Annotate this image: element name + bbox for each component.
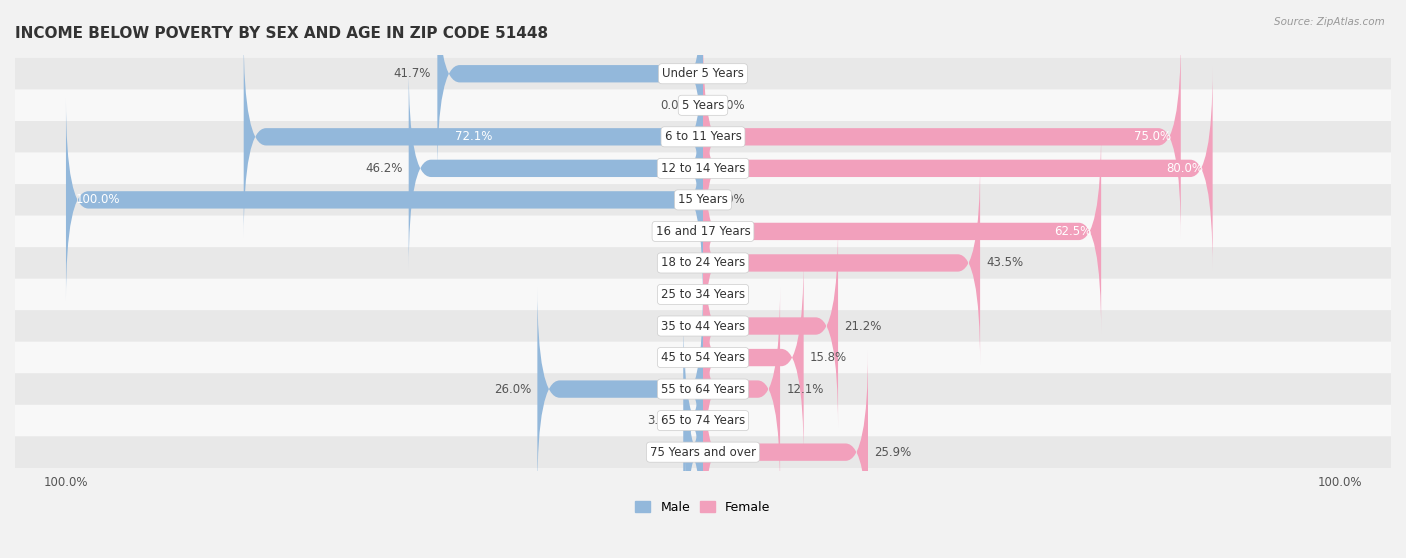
FancyBboxPatch shape xyxy=(15,436,1391,468)
Text: 0.0%: 0.0% xyxy=(716,194,745,206)
FancyBboxPatch shape xyxy=(681,350,707,554)
FancyBboxPatch shape xyxy=(15,89,1391,121)
FancyBboxPatch shape xyxy=(703,350,868,554)
Text: 2.8%: 2.8% xyxy=(650,446,679,459)
FancyBboxPatch shape xyxy=(703,66,1212,270)
FancyBboxPatch shape xyxy=(409,66,703,270)
Text: 41.7%: 41.7% xyxy=(394,68,432,80)
Text: 0.0%: 0.0% xyxy=(661,288,690,301)
Text: 25.9%: 25.9% xyxy=(875,446,911,459)
FancyBboxPatch shape xyxy=(703,256,804,459)
Text: INCOME BELOW POVERTY BY SEX AND AGE IN ZIP CODE 51448: INCOME BELOW POVERTY BY SEX AND AGE IN Z… xyxy=(15,26,548,41)
FancyBboxPatch shape xyxy=(15,58,1391,89)
FancyBboxPatch shape xyxy=(15,310,1391,342)
Text: 62.5%: 62.5% xyxy=(1054,225,1091,238)
Text: 15.8%: 15.8% xyxy=(810,351,848,364)
Text: 12.1%: 12.1% xyxy=(786,383,824,396)
Text: 55 to 64 Years: 55 to 64 Years xyxy=(661,383,745,396)
Text: 0.0%: 0.0% xyxy=(661,99,690,112)
Text: 0.0%: 0.0% xyxy=(661,257,690,270)
FancyBboxPatch shape xyxy=(66,98,703,301)
Text: 35 to 44 Years: 35 to 44 Years xyxy=(661,320,745,333)
Text: 65 to 74 Years: 65 to 74 Years xyxy=(661,414,745,427)
FancyBboxPatch shape xyxy=(243,35,703,238)
Text: 3.1%: 3.1% xyxy=(647,414,676,427)
Text: 46.2%: 46.2% xyxy=(366,162,402,175)
FancyBboxPatch shape xyxy=(15,278,1391,310)
Text: 0.0%: 0.0% xyxy=(716,99,745,112)
Text: 5 Years: 5 Years xyxy=(682,99,724,112)
FancyBboxPatch shape xyxy=(15,405,1391,436)
FancyBboxPatch shape xyxy=(703,129,1101,333)
Text: 25 to 34 Years: 25 to 34 Years xyxy=(661,288,745,301)
Text: 43.5%: 43.5% xyxy=(987,257,1024,270)
Text: 26.0%: 26.0% xyxy=(494,383,531,396)
Text: 0.0%: 0.0% xyxy=(661,351,690,364)
FancyBboxPatch shape xyxy=(703,35,1181,238)
FancyBboxPatch shape xyxy=(15,215,1391,247)
Text: 0.0%: 0.0% xyxy=(716,414,745,427)
Text: 0.0%: 0.0% xyxy=(661,225,690,238)
Text: 6 to 11 Years: 6 to 11 Years xyxy=(665,131,741,143)
FancyBboxPatch shape xyxy=(15,184,1391,215)
Text: Source: ZipAtlas.com: Source: ZipAtlas.com xyxy=(1274,17,1385,27)
FancyBboxPatch shape xyxy=(703,161,980,364)
FancyBboxPatch shape xyxy=(15,247,1391,278)
FancyBboxPatch shape xyxy=(15,373,1391,405)
Text: 72.1%: 72.1% xyxy=(454,131,492,143)
Text: 15 Years: 15 Years xyxy=(678,194,728,206)
Text: Under 5 Years: Under 5 Years xyxy=(662,68,744,80)
FancyBboxPatch shape xyxy=(703,287,780,491)
FancyBboxPatch shape xyxy=(537,287,703,491)
Text: 80.0%: 80.0% xyxy=(1166,162,1204,175)
Text: 21.2%: 21.2% xyxy=(845,320,882,333)
FancyBboxPatch shape xyxy=(15,342,1391,373)
Text: 100.0%: 100.0% xyxy=(76,194,120,206)
FancyBboxPatch shape xyxy=(437,0,703,175)
FancyBboxPatch shape xyxy=(15,152,1391,184)
Text: 12 to 14 Years: 12 to 14 Years xyxy=(661,162,745,175)
FancyBboxPatch shape xyxy=(681,319,706,522)
Text: 18 to 24 Years: 18 to 24 Years xyxy=(661,257,745,270)
FancyBboxPatch shape xyxy=(703,224,838,428)
Legend: Male, Female: Male, Female xyxy=(630,496,776,519)
Text: 75 Years and over: 75 Years and over xyxy=(650,446,756,459)
Text: 0.0%: 0.0% xyxy=(716,68,745,80)
Text: 0.0%: 0.0% xyxy=(716,288,745,301)
Text: 45 to 54 Years: 45 to 54 Years xyxy=(661,351,745,364)
FancyBboxPatch shape xyxy=(15,121,1391,152)
Text: 16 and 17 Years: 16 and 17 Years xyxy=(655,225,751,238)
Text: 75.0%: 75.0% xyxy=(1135,131,1171,143)
Text: 0.0%: 0.0% xyxy=(661,320,690,333)
